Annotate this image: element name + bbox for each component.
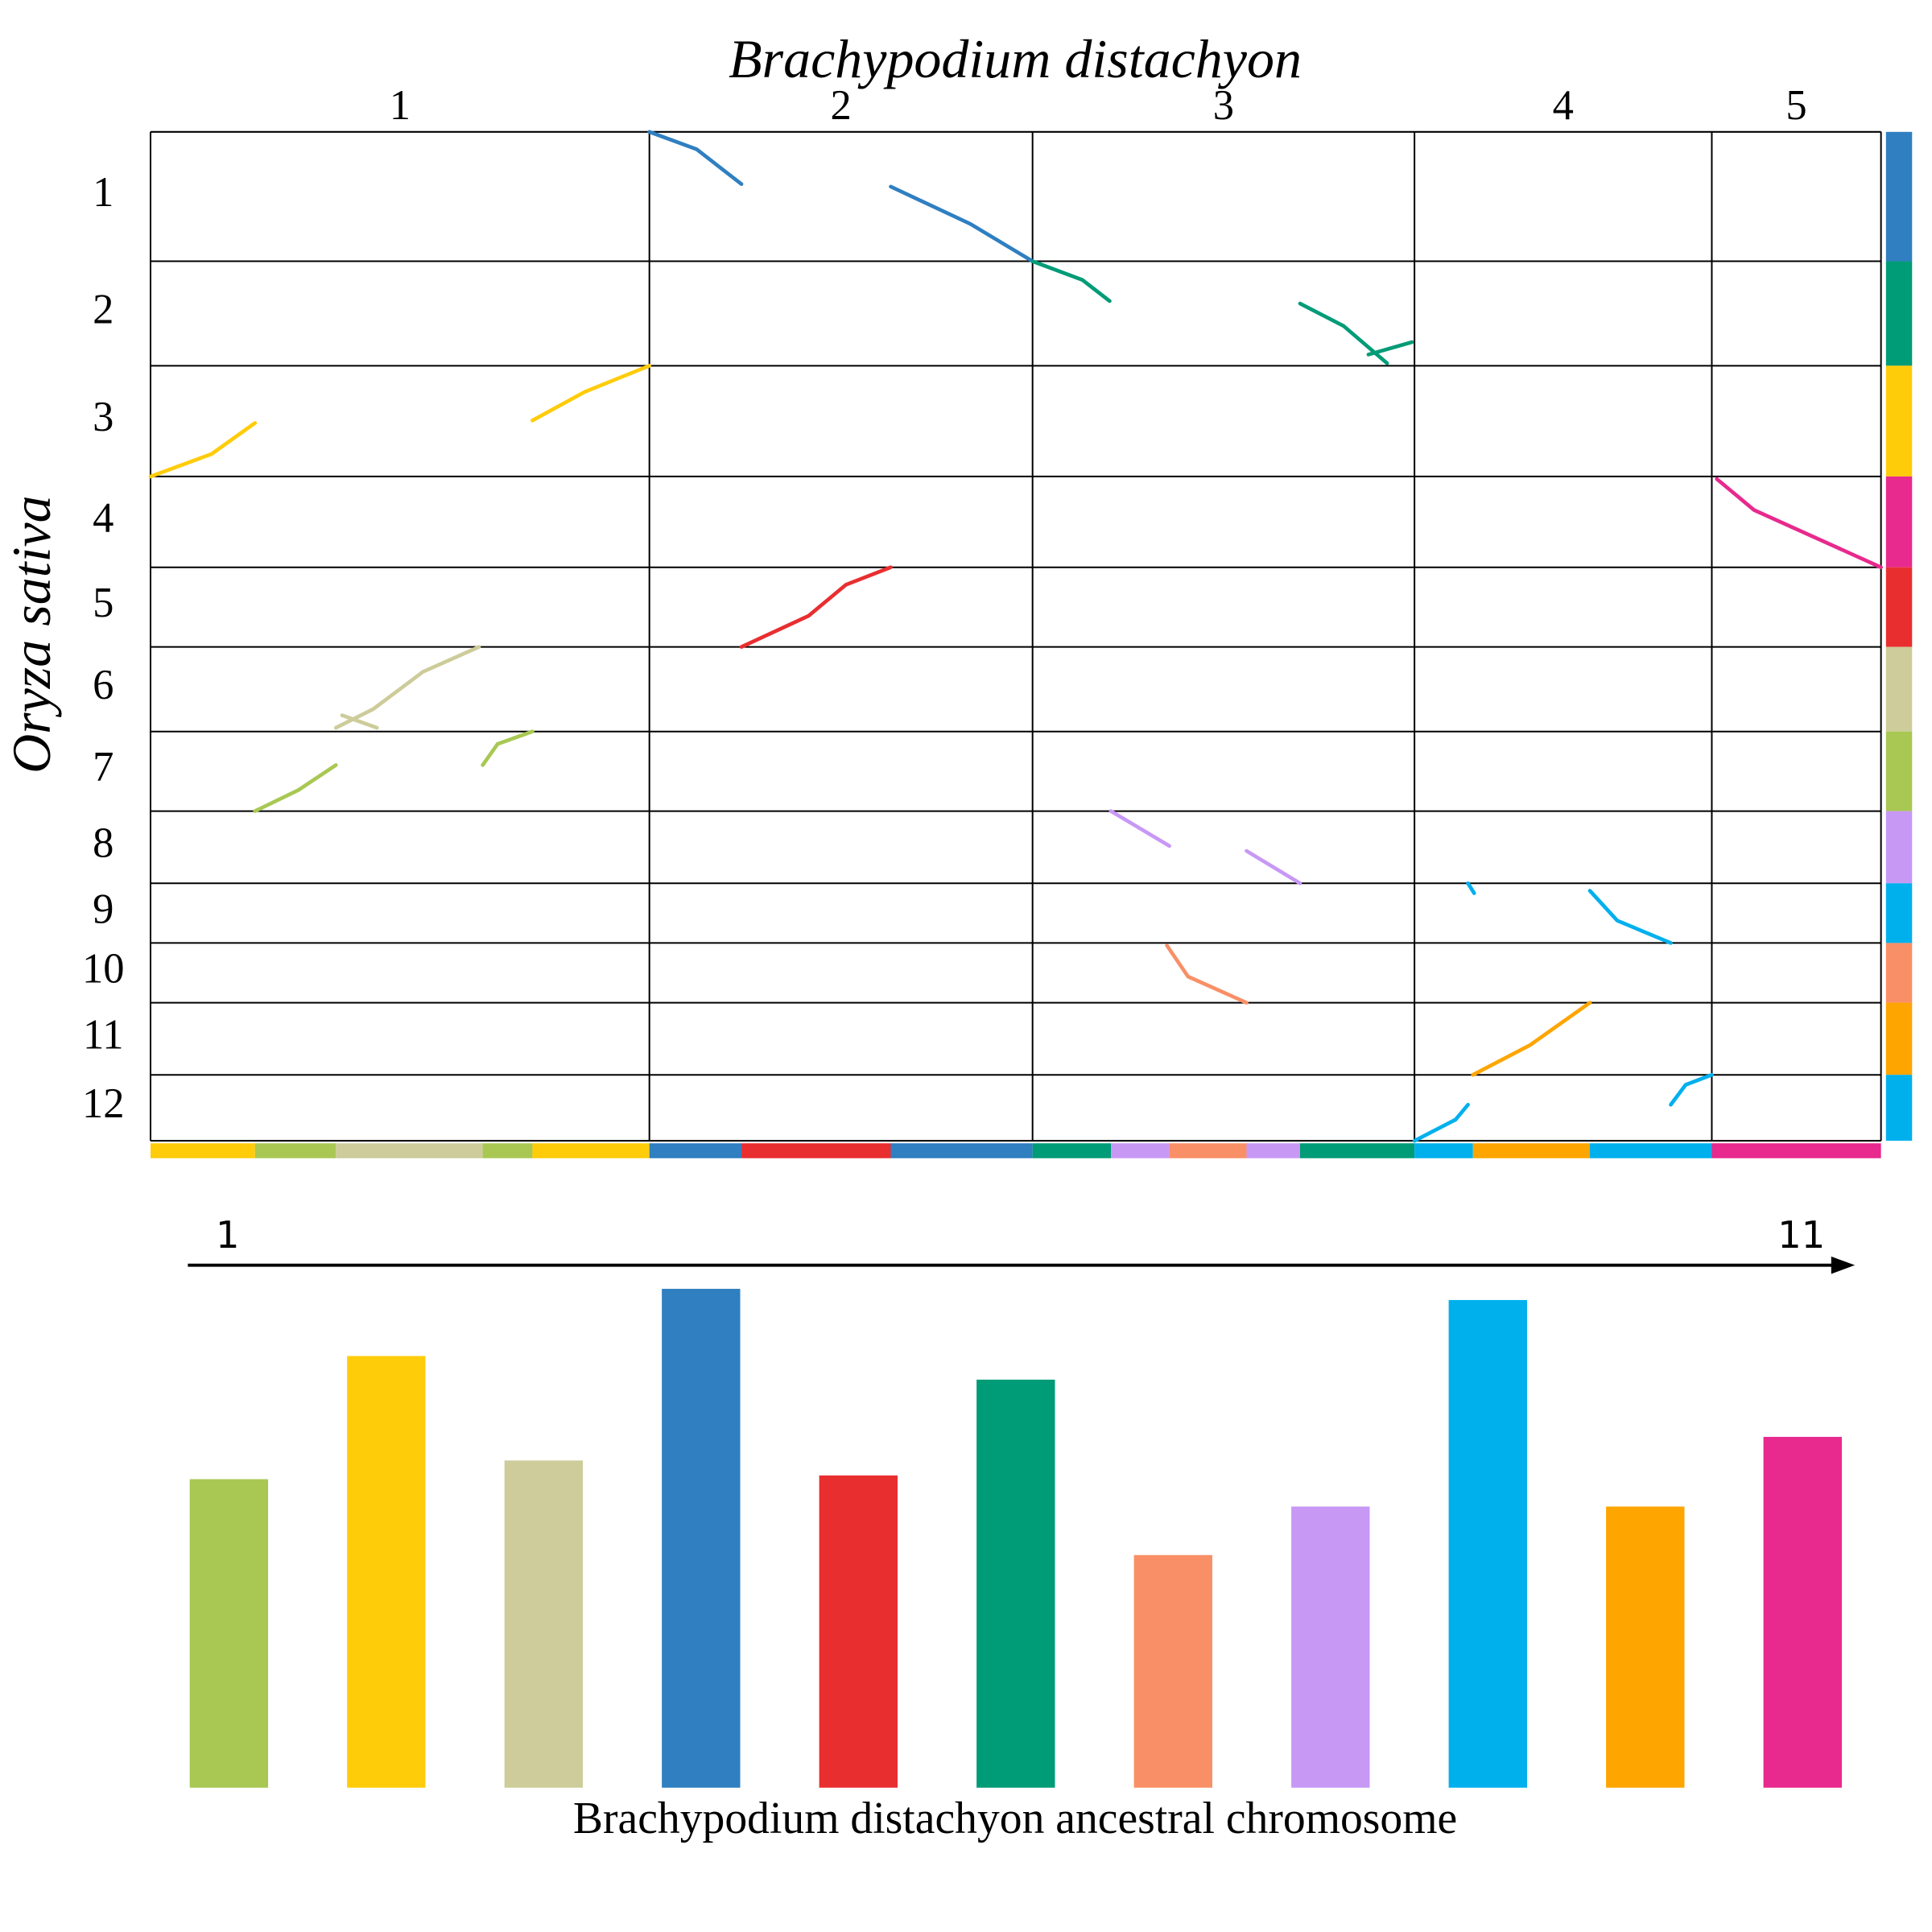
- row-color: [1885, 811, 1913, 884]
- arrow-head: [1831, 1256, 1856, 1274]
- column-color: [1299, 1143, 1415, 1158]
- row-color: [1885, 567, 1913, 647]
- column-color: [1111, 1143, 1170, 1158]
- y-chromosome-label: 4: [93, 494, 114, 541]
- column-color: [150, 1143, 255, 1158]
- y-chromosome-label: 3: [93, 394, 114, 440]
- bar: [1763, 1436, 1842, 1788]
- y-chromosome-label: 5: [93, 580, 114, 626]
- synteny-segment: [1471, 1001, 1592, 1077]
- column-color: [649, 1143, 742, 1158]
- y-title: Oryza sativa: [1, 495, 62, 774]
- row-color: [1885, 731, 1913, 811]
- column-color: [1032, 1143, 1112, 1158]
- synteny-segment: [1030, 259, 1112, 303]
- synteny-segment: [1366, 340, 1414, 357]
- y-chromosome-label: 6: [93, 662, 114, 708]
- dotplot-title: Brachypodium distachyon: [729, 28, 1302, 89]
- bar: [819, 1475, 898, 1788]
- synteny-segment: [1245, 848, 1302, 886]
- row-color: [1885, 1002, 1913, 1075]
- column-color: [741, 1143, 891, 1158]
- synteny-segment: [333, 645, 481, 730]
- bar: [1448, 1299, 1527, 1788]
- x-chromosome-label: 1: [390, 82, 411, 129]
- synteny-segment: [481, 729, 535, 767]
- row-color: [1885, 883, 1913, 943]
- y-chromosome-label: 8: [93, 819, 114, 866]
- bar: [189, 1479, 269, 1788]
- arrow-end: 11: [1777, 1213, 1825, 1257]
- row-color: [1885, 943, 1913, 1003]
- row-color: [1885, 365, 1913, 477]
- column-color: [1169, 1143, 1247, 1158]
- y-chromosome-label: 2: [93, 287, 114, 333]
- bar: [347, 1356, 426, 1788]
- column-color: [336, 1143, 483, 1158]
- y-chromosome-label: 11: [83, 1011, 124, 1058]
- y-chromosome-label: 7: [93, 744, 114, 791]
- column-color: [1590, 1143, 1712, 1158]
- synteny-segment: [148, 421, 258, 479]
- x-chromosome-label: 2: [831, 82, 852, 129]
- column-color: [1472, 1143, 1591, 1158]
- arrow-start: 1: [216, 1213, 240, 1257]
- column-color: [1246, 1143, 1300, 1158]
- bar: [1606, 1506, 1685, 1788]
- synteny-segment: [1669, 1072, 1714, 1107]
- row-color: [1885, 1075, 1913, 1141]
- synteny-segment: [1165, 943, 1249, 1005]
- column-color: [890, 1143, 1033, 1158]
- synteny-segment: [739, 565, 893, 649]
- y-chromosome-label: 12: [82, 1080, 125, 1127]
- synteny-segment: [1412, 1102, 1470, 1143]
- x-label: Brachypodium distachyon ancestral chromo…: [573, 1794, 1457, 1843]
- bar: [504, 1460, 584, 1788]
- column-color: [254, 1143, 336, 1158]
- synteny-segment: [1715, 477, 1883, 570]
- synteny-segment: [1108, 809, 1171, 848]
- synteny-segment: [1587, 889, 1673, 945]
- row-color: [1885, 261, 1913, 366]
- row-color: [1885, 646, 1913, 732]
- synteny-segment: [253, 763, 338, 813]
- synteny-segment: [889, 184, 1034, 263]
- y-chromosome-label: 9: [93, 886, 114, 932]
- column-color: [482, 1143, 533, 1158]
- x-chromosome-label: 5: [1785, 82, 1806, 129]
- synteny-segment: [1466, 881, 1476, 895]
- row-color: [1885, 476, 1913, 568]
- column-color: [1414, 1143, 1473, 1158]
- synteny-segment: [340, 713, 379, 730]
- synteny-segment: [647, 130, 744, 187]
- bar: [976, 1379, 1055, 1788]
- x-chromosome-label: 3: [1213, 82, 1234, 129]
- column-color: [532, 1143, 650, 1158]
- y-chromosome-label: 10: [82, 946, 125, 993]
- bar: [1133, 1554, 1212, 1788]
- synteny-segment: [1298, 301, 1389, 365]
- row-color: [1885, 131, 1913, 262]
- bar: [662, 1289, 741, 1788]
- column-color: [1711, 1143, 1881, 1158]
- x-chromosome-label: 4: [1553, 82, 1574, 129]
- bar: [1291, 1506, 1370, 1788]
- synteny-segment: [530, 364, 652, 423]
- y-chromosome-label: 1: [93, 169, 114, 216]
